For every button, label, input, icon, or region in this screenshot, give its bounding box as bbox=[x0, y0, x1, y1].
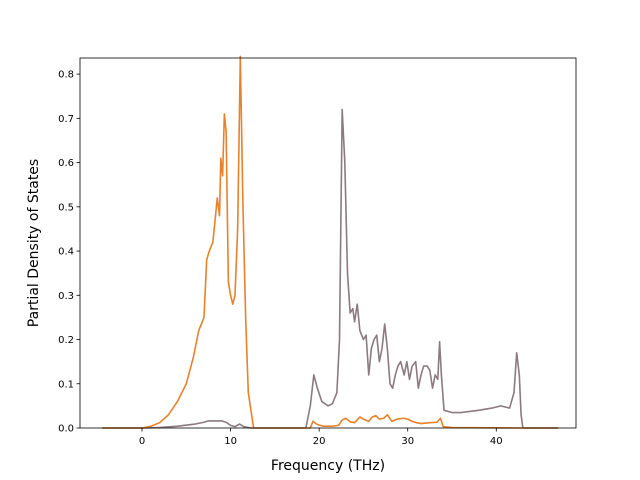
x-tick-label: 20 bbox=[313, 436, 326, 447]
plot-area bbox=[80, 58, 576, 428]
y-tick-label: 0.1 bbox=[58, 379, 74, 390]
y-tick-label: 0.4 bbox=[58, 247, 74, 258]
y-axis-label: Partial Density of States bbox=[26, 159, 42, 327]
x-tick-label: 30 bbox=[401, 436, 414, 447]
y-tick-label: 0.2 bbox=[58, 335, 74, 346]
ticks-layer: 0 10 20 30 40 0.0 0.1 0.2 0.3 0.4 0.5 0.6 0.7 0.8 bbox=[58, 70, 503, 447]
y-tick-label: 0.8 bbox=[58, 70, 74, 81]
y-tick-label: 0.6 bbox=[58, 158, 74, 169]
axes-frame bbox=[79, 57, 577, 429]
y-tick-label: 0.5 bbox=[58, 202, 74, 213]
x-axis-label: Frequency (THz) bbox=[271, 458, 385, 474]
series-line-1 bbox=[102, 108, 559, 429]
x-tick-label: 0 bbox=[139, 436, 145, 447]
y-tick-label: 0.3 bbox=[58, 291, 74, 302]
y-tick-label: 0.7 bbox=[58, 114, 74, 125]
x-tick-label: 40 bbox=[490, 436, 503, 447]
x-tick-label: 10 bbox=[224, 436, 237, 447]
y-tick-label: 0.0 bbox=[58, 424, 74, 435]
